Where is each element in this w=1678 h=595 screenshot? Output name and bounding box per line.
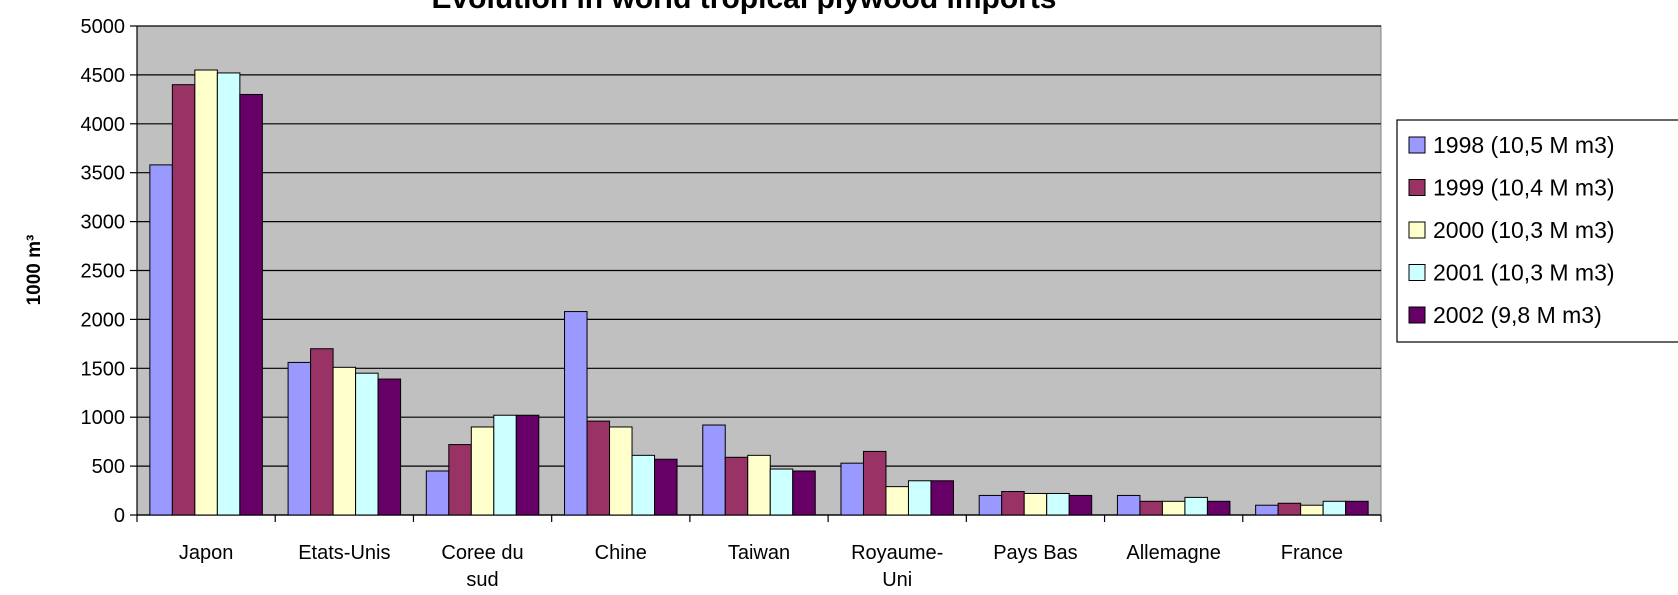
bar <box>377 378 402 516</box>
y-axis-label: 1000 m³ <box>24 235 45 306</box>
x-tick-label: Pays Bas <box>993 542 1078 564</box>
legend-swatch <box>1408 179 1426 196</box>
bar <box>586 420 611 516</box>
legend-label: 2002 (9,8 M m3) <box>1433 302 1602 328</box>
bar <box>978 494 1003 516</box>
bar <box>930 480 954 516</box>
x-tick-label: Royaume- Uni <box>851 542 944 591</box>
bar <box>355 372 379 516</box>
bar <box>1255 504 1279 516</box>
bar <box>1001 491 1025 516</box>
bar <box>1184 496 1208 516</box>
legend-label: 2001 (10,3 M m3) <box>1433 260 1615 286</box>
y-tick-label: 500 <box>92 456 125 478</box>
legend-label: 2000 (10,3 M m3) <box>1433 217 1615 243</box>
bar <box>1300 504 1324 516</box>
bar <box>470 426 495 516</box>
bar <box>564 311 588 516</box>
bar <box>885 486 909 516</box>
bar <box>747 454 771 516</box>
x-tick-label: Etats-Unis <box>298 542 391 564</box>
bar <box>1116 494 1141 516</box>
y-tick-label: 1500 <box>81 358 126 380</box>
bar <box>216 72 241 516</box>
legend-label: 1999 (10,4 M m3) <box>1433 175 1615 201</box>
bar <box>1139 500 1163 516</box>
y-tick-label: 1000 <box>81 407 126 429</box>
y-tick-label: 5000 <box>81 16 126 38</box>
bar <box>1046 492 1070 516</box>
y-tick-label: 0 <box>114 505 125 527</box>
x-tick-label: Allemagne <box>1126 542 1221 564</box>
bar <box>769 468 794 516</box>
bar <box>194 69 218 516</box>
x-tick-label: Coree du sud <box>441 542 524 591</box>
bar <box>425 470 450 516</box>
bar <box>448 444 472 516</box>
legend-label: 1998 (10,5 M m3) <box>1433 132 1615 158</box>
bar <box>493 414 517 516</box>
legend-swatch <box>1408 136 1426 154</box>
bar <box>171 84 196 516</box>
y-tick-label: 3500 <box>81 163 126 185</box>
bar <box>1161 500 1186 516</box>
bar <box>1322 500 1347 516</box>
bar <box>310 348 334 516</box>
bar <box>631 454 656 516</box>
chart-title: Evolution in world tropical plywood impo… <box>431 0 1056 15</box>
y-tick-label: 2500 <box>81 261 126 283</box>
bar <box>654 458 678 516</box>
bar <box>1023 492 1048 516</box>
bar <box>332 366 357 516</box>
x-tick-label: Taiwan <box>727 542 791 564</box>
bar <box>1277 502 1302 516</box>
legend-box <box>1396 119 1678 343</box>
bar <box>1206 500 1231 516</box>
bar <box>724 456 749 516</box>
legend-swatch <box>1408 306 1426 324</box>
legend-swatch <box>1408 221 1426 239</box>
bar <box>287 361 312 516</box>
bar <box>702 424 726 516</box>
y-tick-label: 3000 <box>81 212 126 234</box>
bar <box>862 450 887 516</box>
x-tick-label: France <box>1280 542 1343 564</box>
bar <box>792 470 816 516</box>
legend-swatch <box>1408 264 1426 281</box>
y-tick-label: 4000 <box>81 114 126 136</box>
y-tick-label: 2000 <box>81 309 126 331</box>
y-tick-label: 4500 <box>81 65 126 87</box>
x-tick-label: Japon <box>178 542 234 564</box>
bar <box>1068 494 1093 516</box>
x-tick-label: Chine <box>594 542 647 564</box>
bar <box>907 480 932 516</box>
bar <box>239 93 263 516</box>
bar <box>609 426 633 516</box>
bar <box>515 414 540 516</box>
bar <box>149 164 173 516</box>
bar <box>840 462 864 516</box>
bar <box>1345 500 1369 516</box>
